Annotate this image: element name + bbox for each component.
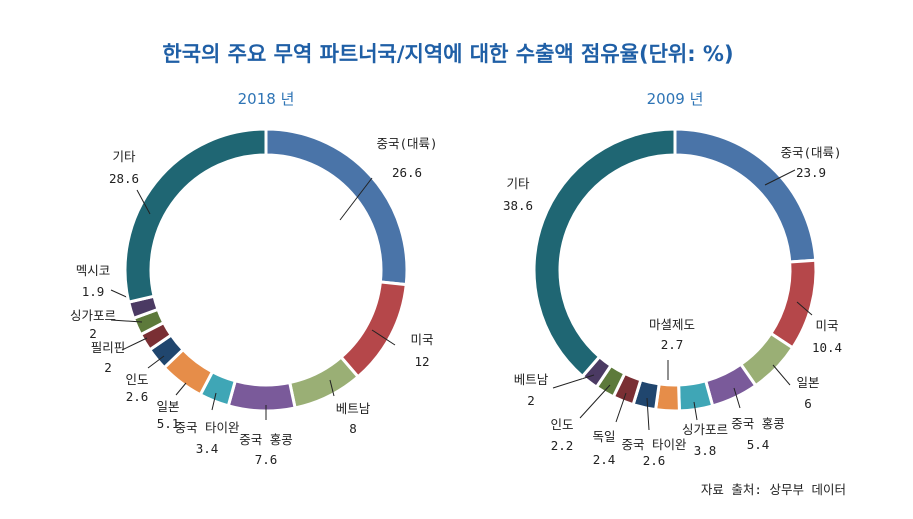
slice-value: 38.6: [503, 198, 533, 213]
leader-line: [147, 355, 165, 369]
source-note: 자료 출처: 상무부 데이터: [701, 482, 846, 497]
slice-value: 7.6: [255, 452, 278, 467]
leader-line: [211, 392, 217, 411]
slice-label: 중국 홍콩: [239, 432, 293, 447]
slice-label: 일본: [156, 399, 179, 414]
slice-label: 기타: [506, 176, 530, 191]
slice-value: 2.6: [126, 389, 149, 404]
pie-slice: [338, 280, 408, 379]
slice-label: 인도: [550, 417, 573, 432]
slice-label: 베트남: [514, 372, 549, 387]
slice-label: 미국: [815, 318, 838, 333]
pie-slice: [123, 127, 268, 304]
slice-label: 멕시코: [76, 263, 111, 278]
chart-year-title: 2009 년: [647, 90, 704, 108]
leader-line: [615, 392, 627, 423]
slice-label: 필리핀: [91, 340, 126, 355]
slice-label: 인도: [125, 372, 148, 387]
slice-label: 중국 타이완: [621, 437, 687, 452]
pie-slice: [532, 127, 677, 379]
slice-value: 3.4: [196, 441, 219, 456]
slice-value: 3.8: [694, 443, 717, 458]
slice-value: 2: [104, 360, 112, 375]
leader-line: [772, 364, 791, 386]
slice-value: 2.2: [551, 438, 574, 453]
leader-line: [552, 374, 595, 389]
slice-label: 미국: [410, 332, 433, 347]
leader-line: [764, 169, 796, 186]
slice-label: 마셜제도: [649, 317, 695, 332]
leader-line: [121, 337, 148, 351]
leader-line: [329, 379, 335, 397]
slice-value: 2.6: [643, 453, 666, 468]
slice-label: 싱가포르: [682, 422, 728, 437]
slice-value: 10.4: [812, 340, 842, 355]
leader-line: [579, 384, 611, 419]
leader-line: [646, 397, 650, 431]
leader-line: [796, 301, 813, 316]
slice-label: 베트남: [336, 401, 371, 416]
leader-line: [110, 319, 143, 323]
donut-chart-2009: 2009 년중국(대륙) 23.9 미국 10.4 일본 6 중국 홍콩 5.4 싱가포르 3.8…: [503, 90, 842, 468]
slice-value: 23.9: [796, 165, 826, 180]
leader-line: [693, 401, 698, 421]
leader-line: [371, 329, 396, 346]
slice-value: 5.4: [747, 437, 770, 452]
slice-value: 8: [349, 421, 357, 436]
slice-value: 5.1: [157, 416, 180, 431]
slice-value: 6: [804, 396, 812, 411]
slice-label: 중국(대륙): [376, 136, 437, 151]
slice-value: 1.9: [82, 284, 105, 299]
leader-line: [175, 382, 187, 396]
pie-slice: [264, 127, 409, 287]
chart-year-title: 2018 년: [238, 90, 295, 108]
pie-slice: [768, 258, 818, 350]
slice-value: 28.6: [109, 171, 139, 186]
slice-value: 2.7: [661, 337, 684, 352]
slice-label: 중국 홍콩: [731, 416, 785, 431]
leader-line: [136, 189, 151, 215]
pie-slice: [677, 378, 715, 413]
slice-value: 26.6: [392, 165, 422, 180]
slice-label: 중국 타이완: [174, 420, 240, 435]
chart-title: 한국의 주요 무역 파트너국/지역에 대한 수출액 점유율(단위: %): [162, 42, 733, 66]
slice-value: 12: [414, 354, 429, 369]
leader-line: [339, 177, 373, 221]
pie-slice: [226, 378, 297, 413]
slice-label: 독일: [592, 429, 615, 444]
slice-label: 싱가포르: [70, 308, 116, 323]
slice-label: 기타: [112, 149, 136, 164]
slice-label: 일본: [796, 375, 819, 390]
leader-line: [733, 387, 741, 409]
slice-label: 중국(대륙): [780, 145, 841, 160]
slice-value: 2: [527, 393, 535, 408]
slice-value: 2.4: [593, 452, 616, 467]
donut-chart-2018: 2018 년중국(대륙) 26.6 미국 12 베트남 8 중국 홍콩 7.6 중국 타이완 3.…: [70, 90, 438, 467]
slice-value: 2: [89, 326, 97, 341]
